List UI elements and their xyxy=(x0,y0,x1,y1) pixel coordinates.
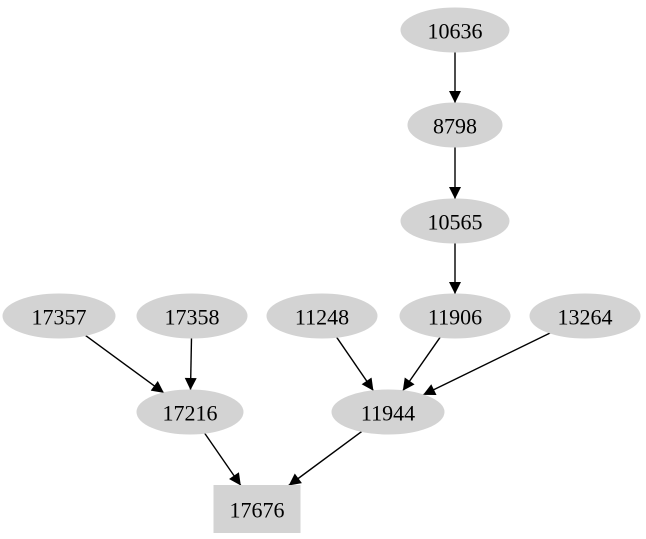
node-label: 13264 xyxy=(558,305,613,330)
node-label: 17358 xyxy=(165,305,220,330)
node-ellipse-shape xyxy=(399,293,511,339)
node-label: 17676 xyxy=(230,498,285,523)
edge-layer xyxy=(85,52,551,487)
edge-17357-17216 xyxy=(85,334,165,394)
node-17357: 17357 xyxy=(2,293,116,339)
node-ellipse-shape xyxy=(136,293,248,339)
node-ellipse-shape xyxy=(400,198,510,244)
node-11248: 11248 xyxy=(266,293,378,339)
node-label: 8798 xyxy=(433,114,477,139)
node-ellipse-shape xyxy=(2,293,116,339)
edge-11906-11944 xyxy=(402,336,441,392)
node-label: 10636 xyxy=(428,19,483,44)
node-ellipse-shape xyxy=(529,293,641,339)
node-label: 17357 xyxy=(32,305,87,330)
node-13264: 13264 xyxy=(529,293,641,339)
node-10565: 10565 xyxy=(400,198,510,244)
node-ellipse-shape xyxy=(266,293,378,339)
node-11906: 11906 xyxy=(399,293,511,339)
node-box-shape xyxy=(213,485,301,533)
node-ellipse-shape xyxy=(400,7,510,53)
node-11944: 11944 xyxy=(331,389,445,435)
node-17216: 17216 xyxy=(136,389,244,435)
edge-11248-11944 xyxy=(336,336,374,392)
edge-13264-11944 xyxy=(422,332,551,396)
node-17676: 17676 xyxy=(213,485,301,533)
node-label: 17216 xyxy=(163,401,218,426)
node-layer: 10636 8798 10565 11906 13264 17357 17358 11248 1… xyxy=(2,7,641,533)
edge-17358-17216 xyxy=(184,337,197,391)
node-ellipse-shape xyxy=(407,102,503,148)
node-label: 11944 xyxy=(361,401,415,426)
edge-17216-17676 xyxy=(204,432,242,486)
node-ellipse-shape xyxy=(331,389,445,435)
node-label: 11906 xyxy=(428,305,482,330)
node-label: 11248 xyxy=(295,305,349,330)
node-label: 10565 xyxy=(428,210,483,235)
edge-11944-17676 xyxy=(288,430,363,487)
node-8798: 8798 xyxy=(407,102,503,148)
node-17358: 17358 xyxy=(136,293,248,339)
node-ellipse-shape xyxy=(136,389,244,435)
node-10636: 10636 xyxy=(400,7,510,53)
